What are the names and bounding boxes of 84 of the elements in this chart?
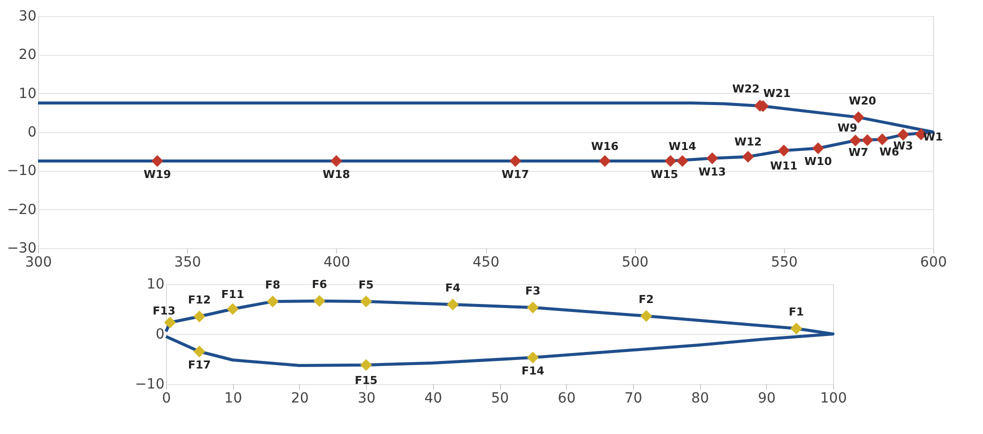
point [598, 155, 611, 167]
x-tick-label: 400 [323, 254, 350, 270]
x-tick-label: 50 [491, 390, 509, 406]
x-tick-label: 30 [358, 390, 376, 406]
annotation: W22 [732, 82, 760, 96]
annotation: W13 [698, 165, 726, 178]
y-tick-label: −10 [134, 376, 164, 392]
annotation: F17 [188, 358, 211, 372]
point [850, 134, 862, 146]
point [526, 302, 539, 314]
annotation: W9 [838, 122, 858, 135]
annotation: W14 [668, 140, 696, 153]
annotation: F13 [152, 304, 176, 318]
x-tick-label: 500 [622, 254, 649, 270]
point [193, 346, 206, 358]
x-tick-label: 40 [424, 390, 442, 406]
annotation: W10 [804, 155, 832, 168]
point [778, 144, 790, 156]
y-tick-label: 30 [18, 8, 36, 24]
annotation: W16 [591, 140, 619, 153]
annotation: W17 [502, 168, 530, 181]
point [330, 155, 342, 167]
point [897, 128, 910, 141]
annotation: F3 [525, 284, 540, 298]
point [446, 298, 459, 310]
point [640, 310, 652, 322]
x-tick-label: 600 [920, 254, 947, 270]
x-tick-label: 300 [25, 254, 52, 270]
point [861, 134, 874, 146]
y-tick-label: 20 [18, 47, 36, 64]
point [164, 316, 176, 328]
x-tick-label: 100 [820, 390, 847, 406]
annotation: F14 [521, 364, 545, 378]
annotation: W15 [650, 168, 678, 181]
point [266, 296, 279, 308]
annotation: F15 [354, 374, 378, 387]
y-tick-label: 0 [28, 124, 36, 140]
x-tick-label: 350 [174, 254, 202, 270]
point [876, 133, 888, 146]
point [360, 296, 372, 308]
point [226, 303, 239, 315]
annotation: W7 [848, 146, 868, 160]
point [706, 152, 718, 164]
point [676, 155, 688, 167]
annotation: F1 [788, 306, 804, 318]
annotation: F4 [445, 282, 461, 294]
x-tick-label: 450 [472, 254, 500, 270]
annotation: W21 [763, 87, 791, 100]
point [360, 359, 372, 371]
point [812, 142, 824, 154]
annotation: W1 [923, 130, 943, 144]
annotation: W11 [770, 160, 798, 173]
x-tick-label: 20 [290, 390, 309, 406]
point [790, 322, 802, 334]
y-tick-label: −30 [6, 240, 36, 256]
annotation: F11 [221, 288, 244, 301]
annotation: F6 [312, 278, 328, 291]
annotation: F12 [188, 294, 211, 306]
x-tick-label: 80 [691, 390, 710, 406]
annotation: W19 [144, 168, 172, 181]
x-tick-label: 550 [770, 254, 798, 270]
annotation: W20 [848, 94, 876, 108]
point [509, 155, 522, 167]
y-tick-label: −20 [6, 202, 36, 218]
annotation: F2 [638, 293, 654, 306]
x-tick-label: 70 [624, 390, 642, 406]
point [193, 310, 206, 322]
annotation: F8 [265, 278, 280, 292]
point [852, 111, 864, 124]
point [313, 295, 326, 307]
y-tick-label: 10 [146, 276, 164, 292]
point [742, 150, 754, 163]
x-tick-label: 10 [224, 390, 242, 406]
y-tick-label: 0 [156, 326, 164, 342]
point [151, 155, 164, 167]
x-tick-label: 60 [558, 390, 576, 406]
y-tick-label: −10 [6, 163, 36, 180]
annotation: F5 [358, 278, 374, 292]
annotation: W18 [322, 168, 350, 181]
point [664, 155, 676, 167]
annotation: W12 [734, 136, 762, 149]
y-tick-label: 10 [18, 86, 36, 102]
x-tick-label: 90 [758, 390, 776, 406]
point [526, 352, 539, 364]
